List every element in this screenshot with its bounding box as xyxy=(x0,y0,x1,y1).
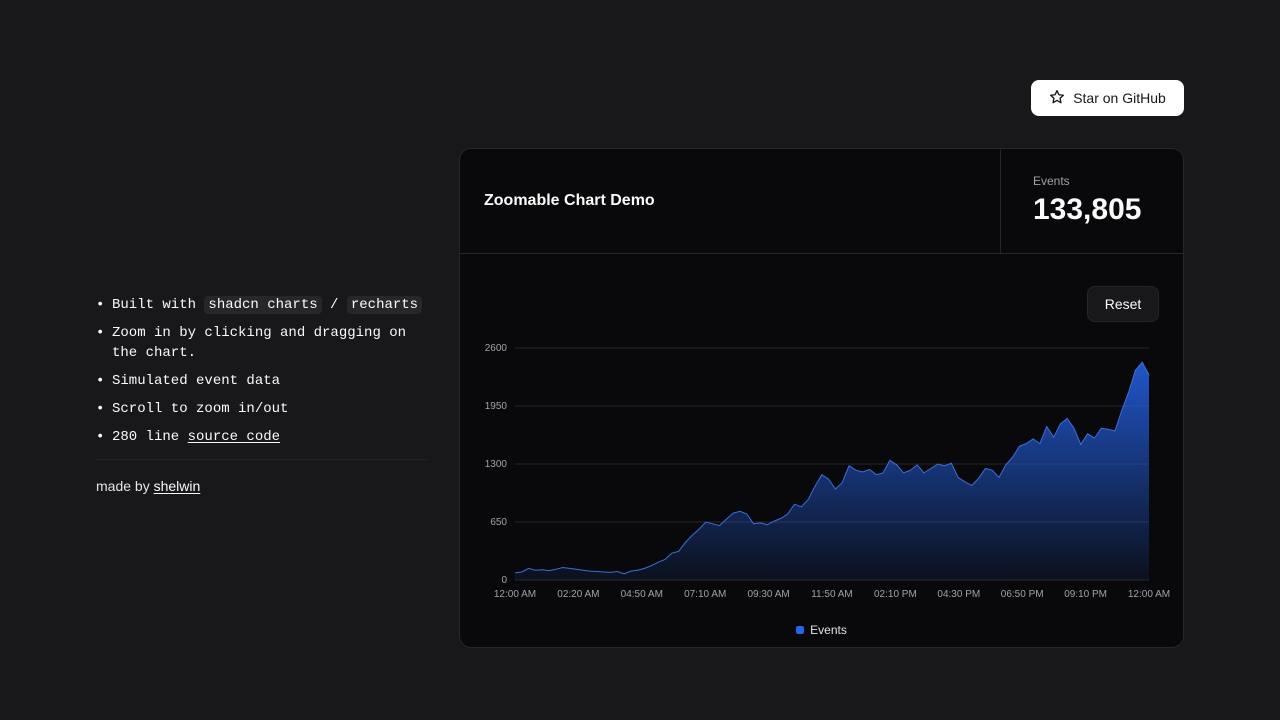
stat-cell: Events 133,805 xyxy=(1000,149,1183,253)
stat-label: Events xyxy=(1033,174,1070,188)
reset-button[interactable]: Reset xyxy=(1087,286,1159,322)
feature-list: Built with shadcn charts / recharts Zoom… xyxy=(96,295,427,447)
source-code-link[interactable]: source code xyxy=(187,429,281,445)
source-prefix: 280 line xyxy=(112,429,180,445)
x-tick-label: 12:00 AM xyxy=(494,589,536,600)
card-title: Zoomable Chart Demo xyxy=(484,192,655,209)
y-tick-label: 650 xyxy=(490,517,507,528)
title-cell: Zoomable Chart Demo xyxy=(460,149,1000,253)
events-area xyxy=(515,362,1149,580)
y-tick-label: 1950 xyxy=(485,401,508,412)
x-tick-label: 02:20 AM xyxy=(557,589,599,600)
list-item: Built with shadcn charts / recharts xyxy=(96,295,427,315)
recharts-code: recharts xyxy=(346,296,423,314)
x-tick-label: 09:30 AM xyxy=(747,589,789,600)
x-tick-label: 11:50 AM xyxy=(811,589,853,600)
separator: / xyxy=(330,297,339,313)
x-tick-label: 04:30 PM xyxy=(937,589,980,600)
list-item: Simulated event data xyxy=(96,371,427,391)
y-tick-label: 1300 xyxy=(485,459,508,470)
github-label: Star on GitHub xyxy=(1073,90,1166,106)
author-link[interactable]: shelwin xyxy=(153,478,201,494)
x-tick-label: 04:50 AM xyxy=(621,589,663,600)
made-by-prefix: made by xyxy=(96,478,150,494)
chart-legend: Events xyxy=(460,623,1183,637)
x-tick-label: 06:50 PM xyxy=(1001,589,1044,600)
x-tick-label: 12:00 AM xyxy=(1128,589,1170,600)
x-tick-label: 09:10 PM xyxy=(1064,589,1107,600)
star-icon xyxy=(1049,89,1065,108)
x-tick-label: 02:10 PM xyxy=(874,589,917,600)
area-chart[interactable]: 0 650 1300 1950 2600 12:00 AM 02:20 AM 04:50 A… xyxy=(460,149,1183,647)
divider xyxy=(96,459,427,460)
star-on-github-button[interactable]: Star on GitHub xyxy=(1031,80,1184,116)
shadcn-code: shadcn charts xyxy=(204,296,322,314)
sidebar: Built with shadcn charts / recharts Zoom… xyxy=(96,295,427,494)
events-line xyxy=(514,361,1150,575)
list-item: Scroll to zoom in/out xyxy=(96,399,427,419)
y-tick-label: 0 xyxy=(501,575,507,586)
y-tick-label: 2600 xyxy=(485,343,508,354)
legend-swatch xyxy=(796,626,805,634)
list-item: 280 line source code xyxy=(96,427,427,447)
legend-label: Events xyxy=(810,623,847,637)
x-tick-label: 07:10 AM xyxy=(684,589,726,600)
stat-value: 133,805 xyxy=(1033,193,1142,226)
made-by: made by shelwin xyxy=(96,478,427,494)
built-with-prefix: Built with xyxy=(112,297,197,313)
chart-card: Zoomable Chart Demo Events 133,805 Reset… xyxy=(459,148,1184,648)
list-item: Zoom in by clicking and dragging on the … xyxy=(96,323,427,363)
card-header: Zoomable Chart Demo Events 133,805 xyxy=(460,149,1183,254)
